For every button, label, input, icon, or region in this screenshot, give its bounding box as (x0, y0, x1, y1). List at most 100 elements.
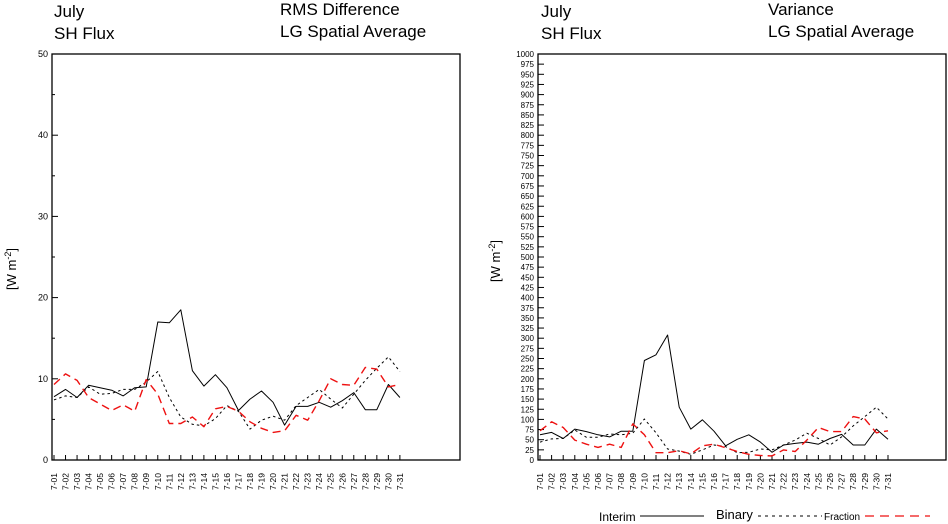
x-tick-label: 7-15 (210, 473, 220, 490)
x-tick-label: 7-17 (721, 473, 731, 490)
y-tick-label: 325 (521, 324, 535, 333)
panel-title-variable: SH Flux (54, 24, 115, 43)
series-line-binary (539, 406, 889, 455)
x-tick-label: 7-03 (558, 473, 568, 490)
x-tick-label: 7-24 (802, 473, 812, 490)
y-tick-label: 950 (521, 70, 535, 79)
y-axis-label: [W m-2] (487, 240, 503, 282)
y-tick-label: 125 (521, 405, 535, 414)
legend-label-interim: Interim (599, 510, 636, 524)
x-tick-label: 7-07 (605, 473, 615, 490)
y-tick-label: 525 (521, 243, 535, 252)
x-tick-label: 7-30 (383, 473, 393, 490)
y-tick-label: 925 (521, 80, 535, 89)
series-line-fraction (539, 415, 889, 457)
x-tick-label: 7-06 (593, 473, 603, 490)
y-tick-label: 30 (38, 211, 48, 221)
y-tick-label: 900 (521, 91, 535, 100)
rms-difference-panel: July SH Flux RMS Difference LG Spatial A… (3, 0, 461, 490)
legend: Interim Binary Fraction (599, 507, 930, 524)
x-tick-label: 7-28 (848, 473, 858, 490)
x-tick-label: 7-22 (779, 473, 789, 490)
y-tick-label: 700 (521, 172, 535, 181)
x-tick-label: 7-07 (118, 473, 128, 490)
y-tick-label: 25 (525, 446, 534, 455)
panel-title-month: July (541, 2, 572, 21)
y-tick-label: 375 (521, 304, 535, 313)
x-tick-label: 7-05 (581, 473, 591, 490)
panel-title-variable: SH Flux (541, 24, 602, 43)
y-tick-label: 850 (521, 111, 535, 120)
y-tick-label: 1000 (516, 50, 534, 59)
variance-panel: July SH Flux Variance LG Spatial Average… (487, 0, 947, 490)
y-tick-label: 750 (521, 152, 535, 161)
x-tick-label: 7-06 (107, 473, 117, 490)
series-line-interim (53, 309, 401, 426)
y-tick-label: 250 (521, 355, 535, 364)
x-tick-label: 7-28 (360, 473, 370, 490)
x-tick-label: 7-15 (697, 473, 707, 490)
x-tick-label: 7-20 (268, 473, 278, 490)
y-tick-label: 275 (521, 344, 535, 353)
series-line-fraction (53, 366, 401, 434)
y-axis-label: [W m-2] (3, 248, 19, 290)
x-tick-label: 7-23 (303, 473, 313, 490)
x-tick-label: 7-19 (744, 473, 754, 490)
x-tick-label: 7-26 (337, 473, 347, 490)
x-tick-label: 7-01 (535, 473, 545, 490)
y-tick-label: 600 (521, 212, 535, 221)
x-tick-label: 7-08 (616, 473, 626, 490)
y-tick-label: 300 (521, 334, 535, 343)
y-tick-label: 50 (38, 49, 48, 59)
y-tick-label: 200 (521, 375, 535, 384)
y-tick-label: 975 (521, 60, 535, 69)
x-tick-label: 7-23 (790, 473, 800, 490)
y-tick-label: 75 (525, 426, 534, 435)
panel-title-statistic: Variance (768, 0, 834, 19)
x-tick-label: 7-29 (372, 473, 382, 490)
plot-frame (51, 53, 461, 461)
y-tick-label: 650 (521, 192, 535, 201)
x-tick-label: 7-26 (825, 473, 835, 490)
y-tick-label: 550 (521, 233, 535, 242)
x-tick-label: 7-19 (257, 473, 267, 490)
x-tick-label: 7-27 (349, 473, 359, 490)
y-tick-label: 825 (521, 121, 535, 130)
x-tick-label: 7-12 (663, 473, 673, 490)
x-tick-label: 7-10 (639, 473, 649, 490)
series-line-interim (539, 334, 889, 453)
x-tick-label: 7-22 (291, 473, 301, 490)
x-tick-label: 7-01 (49, 473, 59, 490)
x-tick-label: 7-14 (199, 473, 209, 490)
x-tick-label: 7-13 (187, 473, 197, 490)
x-tick-label: 7-04 (84, 473, 94, 490)
x-tick-label: 7-16 (709, 473, 719, 490)
x-tick-label: 7-04 (570, 473, 580, 490)
x-tick-label: 7-31 (395, 473, 405, 490)
x-tick-label: 7-17 (233, 473, 243, 490)
x-tick-label: 7-14 (686, 473, 696, 490)
y-tick-label: 40 (38, 130, 48, 140)
y-tick-label: 175 (521, 385, 535, 394)
y-tick-label: 575 (521, 223, 535, 232)
y-tick-label: 100 (521, 415, 535, 424)
y-tick-label: 50 (525, 436, 534, 445)
x-tick-label: 7-31 (883, 473, 893, 490)
y-tick-label: 10 (38, 374, 48, 384)
y-tick-label: 500 (521, 253, 535, 262)
y-tick-label: 775 (521, 141, 535, 150)
x-tick-label: 7-24 (314, 473, 324, 490)
x-tick-label: 7-11 (651, 473, 661, 490)
y-tick-label: 675 (521, 182, 535, 191)
x-tick-label: 7-21 (280, 473, 290, 490)
x-tick-label: 7-29 (860, 473, 870, 490)
x-tick-label: 7-18 (245, 473, 255, 490)
y-tick-label: 875 (521, 101, 535, 110)
panel-title-statistic: RMS Difference (280, 0, 400, 19)
series-line-binary (53, 356, 401, 430)
x-tick-label: 7-08 (130, 473, 140, 490)
x-tick-label: 7-03 (72, 473, 82, 490)
y-tick-label: 725 (521, 162, 535, 171)
x-tick-label: 7-30 (871, 473, 881, 490)
y-tick-label: 150 (521, 395, 535, 404)
